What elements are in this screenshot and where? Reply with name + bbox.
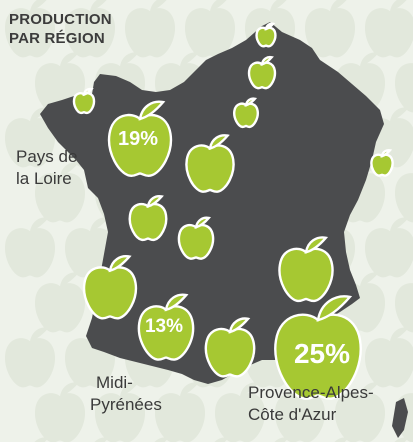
region-label-line: la Loire — [16, 169, 72, 188]
region-label-line: Provence-Alpes- — [248, 383, 374, 402]
background-apple-icon — [394, 173, 413, 223]
region-label-line: Côte d'Azur — [248, 405, 337, 424]
title-line-2: PAR RÉGION — [9, 30, 105, 47]
background-apple-icon — [34, 382, 86, 442]
region-label-midi-pyrenees: Midi- Pyrénées — [90, 372, 162, 416]
background-apple-icon — [394, 63, 413, 113]
region-label-pays-de-la-loire: Pays de la Loire — [16, 146, 77, 190]
background-apple-icon — [364, 0, 413, 58]
background-apple-icon — [154, 382, 206, 442]
map-island — [392, 398, 408, 438]
region-percent-provence: 25% — [293, 338, 351, 369]
background-apple-icon — [124, 0, 176, 58]
region-label-line: Pays de — [16, 147, 78, 166]
background-apple-icon — [364, 217, 413, 278]
background-apple-icon — [4, 217, 56, 278]
region-label-line: Midi- — [96, 373, 133, 392]
region-percent-midi-pyrenees: 13% — [144, 316, 184, 337]
region-percent-pays-de-la-loire: 19% — [117, 128, 159, 150]
title-line-1: PRODUCTION — [9, 11, 112, 28]
background-apple-icon — [184, 0, 236, 58]
background-apple-icon — [394, 283, 413, 333]
background-apple-icon — [34, 272, 86, 333]
background-apple-icon — [4, 327, 56, 388]
region-label-provence: Provence-Alpes- Côte d'Azur — [248, 382, 374, 426]
chart-title: PRODUCTION PAR RÉGION — [9, 10, 112, 48]
region-label-line: Pyrénées — [90, 395, 162, 414]
background-apple-icon — [364, 327, 413, 388]
